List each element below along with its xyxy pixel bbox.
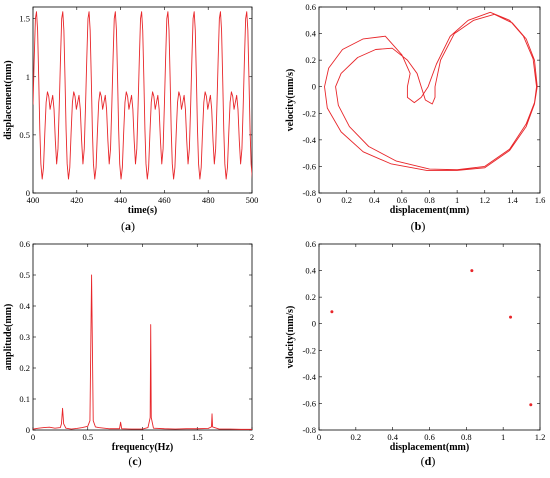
- y-tick-label: -0.4: [303, 135, 317, 145]
- series-line: [33, 274, 252, 430]
- scatter-point: [470, 269, 474, 273]
- y-tick-label: -0.6: [303, 161, 316, 171]
- y-axis-label: amplitude(mm): [3, 304, 14, 371]
- y-tick-label: -0.8: [303, 188, 316, 198]
- panel-label: (d): [421, 454, 436, 468]
- panel-letter: a: [125, 219, 131, 233]
- x-tick-label: 460: [158, 195, 171, 205]
- x-tick-label: 400: [27, 195, 40, 205]
- x-tick-label: 0.6: [397, 195, 408, 205]
- x-tick-label: 500: [246, 195, 259, 205]
- series-line: [33, 11, 252, 180]
- y-tick-label: 0.1: [19, 394, 30, 404]
- y-tick-label: 1: [26, 72, 30, 82]
- y-tick-label: 0.6: [305, 2, 316, 12]
- panel-label: (a): [121, 219, 135, 233]
- x-tick-label: 0.5: [82, 432, 93, 442]
- x-tick-label: 440: [114, 195, 127, 205]
- y-tick-label: 0.6: [305, 239, 316, 249]
- x-tick-label: 0.8: [424, 195, 435, 205]
- x-axis-label: displacement(mm): [390, 205, 469, 216]
- series-line: [324, 11, 538, 171]
- y-tick-label: 0.4: [19, 301, 30, 311]
- panel-d: 0 0.2 0.4 0.6 0.8 1 1.2 -0.8 -0.6 -0.4 -0.2 0 0.2 0.4…: [285, 239, 545, 468]
- x-tick-label: 420: [70, 195, 83, 205]
- y-tick-label: 0.5: [19, 130, 30, 140]
- panel-label: (b): [411, 219, 426, 233]
- y-tick-label: 1.5: [19, 14, 30, 24]
- y-tick-label: 0: [312, 82, 316, 92]
- y-tick-label: 0.2: [19, 363, 30, 373]
- x-axis-label: frequency(Hz): [112, 442, 173, 453]
- x-tick-label: 1: [501, 432, 505, 442]
- axes-frame: [318, 243, 541, 431]
- y-tick-label: -0.2: [303, 345, 316, 355]
- x-axis-label: time(s): [128, 205, 157, 216]
- x-tick-label: 0.4: [387, 432, 398, 442]
- y-tick-label: 0.2: [305, 292, 316, 302]
- y-tick-label: 0: [312, 319, 316, 329]
- panel-letter: c: [132, 454, 138, 468]
- panel-letter: b: [415, 219, 422, 233]
- x-tick-label: 1: [455, 195, 459, 205]
- y-tick-label: -0.6: [303, 398, 316, 408]
- scatter-point: [509, 315, 513, 319]
- scatter-point: [330, 310, 334, 314]
- panel-letter: d: [425, 454, 432, 468]
- axes-frame: [32, 243, 253, 431]
- panel-b: 0 0.2 0.4 0.6 0.8 1 1.2 1.4 1.6 -0.8 -0.6 -0.4 -0.2 0…: [285, 2, 545, 233]
- y-axis-label: velocity(mm/s): [285, 69, 296, 132]
- x-tick-label: 2: [250, 432, 254, 442]
- x-tick-label: 480: [202, 195, 215, 205]
- y-tick-label: 0: [26, 425, 30, 435]
- y-axis-label: velocity(mm/s): [285, 306, 296, 369]
- x-tick-label: 1.2: [479, 195, 490, 205]
- x-tick-label: 1.5: [192, 432, 203, 442]
- y-tick-label: 0.6: [19, 239, 30, 249]
- x-tick-label: 0.8: [461, 432, 472, 442]
- y-tick-label: 0.2: [305, 55, 316, 65]
- x-tick-label: 0.4: [369, 195, 380, 205]
- x-tick-label: 1.6: [535, 195, 546, 205]
- x-tick-label: 0.2: [341, 195, 352, 205]
- panel-a: 400 420 440 460 480 500 0 0.5 1 1.5 time(s) displac…: [3, 6, 259, 233]
- x-tick-label: 1: [140, 432, 144, 442]
- panel-label: (c): [128, 454, 141, 468]
- x-axis-label: displacement(mm): [390, 442, 469, 453]
- x-tick-label: 0: [31, 432, 35, 442]
- axes-frame: [318, 6, 541, 194]
- x-tick-label: 0.6: [424, 432, 435, 442]
- x-tick-label: 1.2: [535, 432, 546, 442]
- panel-c: 0 0.5 1 1.5 2 0 0.1 0.2 0.3 0.4 0.5 0.6 frequency(Hz…: [3, 239, 254, 468]
- y-tick-label: -0.8: [303, 425, 316, 435]
- y-axis-label: displacement(mm): [3, 60, 14, 139]
- x-tick-label: 1.4: [507, 195, 518, 205]
- x-tick-label: 0: [317, 195, 321, 205]
- y-tick-label: -0.4: [303, 372, 317, 382]
- y-tick-label: 0.4: [305, 266, 316, 276]
- scatter-point: [529, 403, 533, 407]
- y-tick-label: 0.4: [305, 29, 316, 39]
- y-tick-label: -0.2: [303, 108, 316, 118]
- y-tick-label: 0: [26, 188, 30, 198]
- x-tick-label: 0.2: [351, 432, 362, 442]
- y-tick-label: 0.3: [19, 332, 30, 342]
- x-tick-label: 0: [317, 432, 321, 442]
- y-tick-label: 0.5: [19, 270, 30, 280]
